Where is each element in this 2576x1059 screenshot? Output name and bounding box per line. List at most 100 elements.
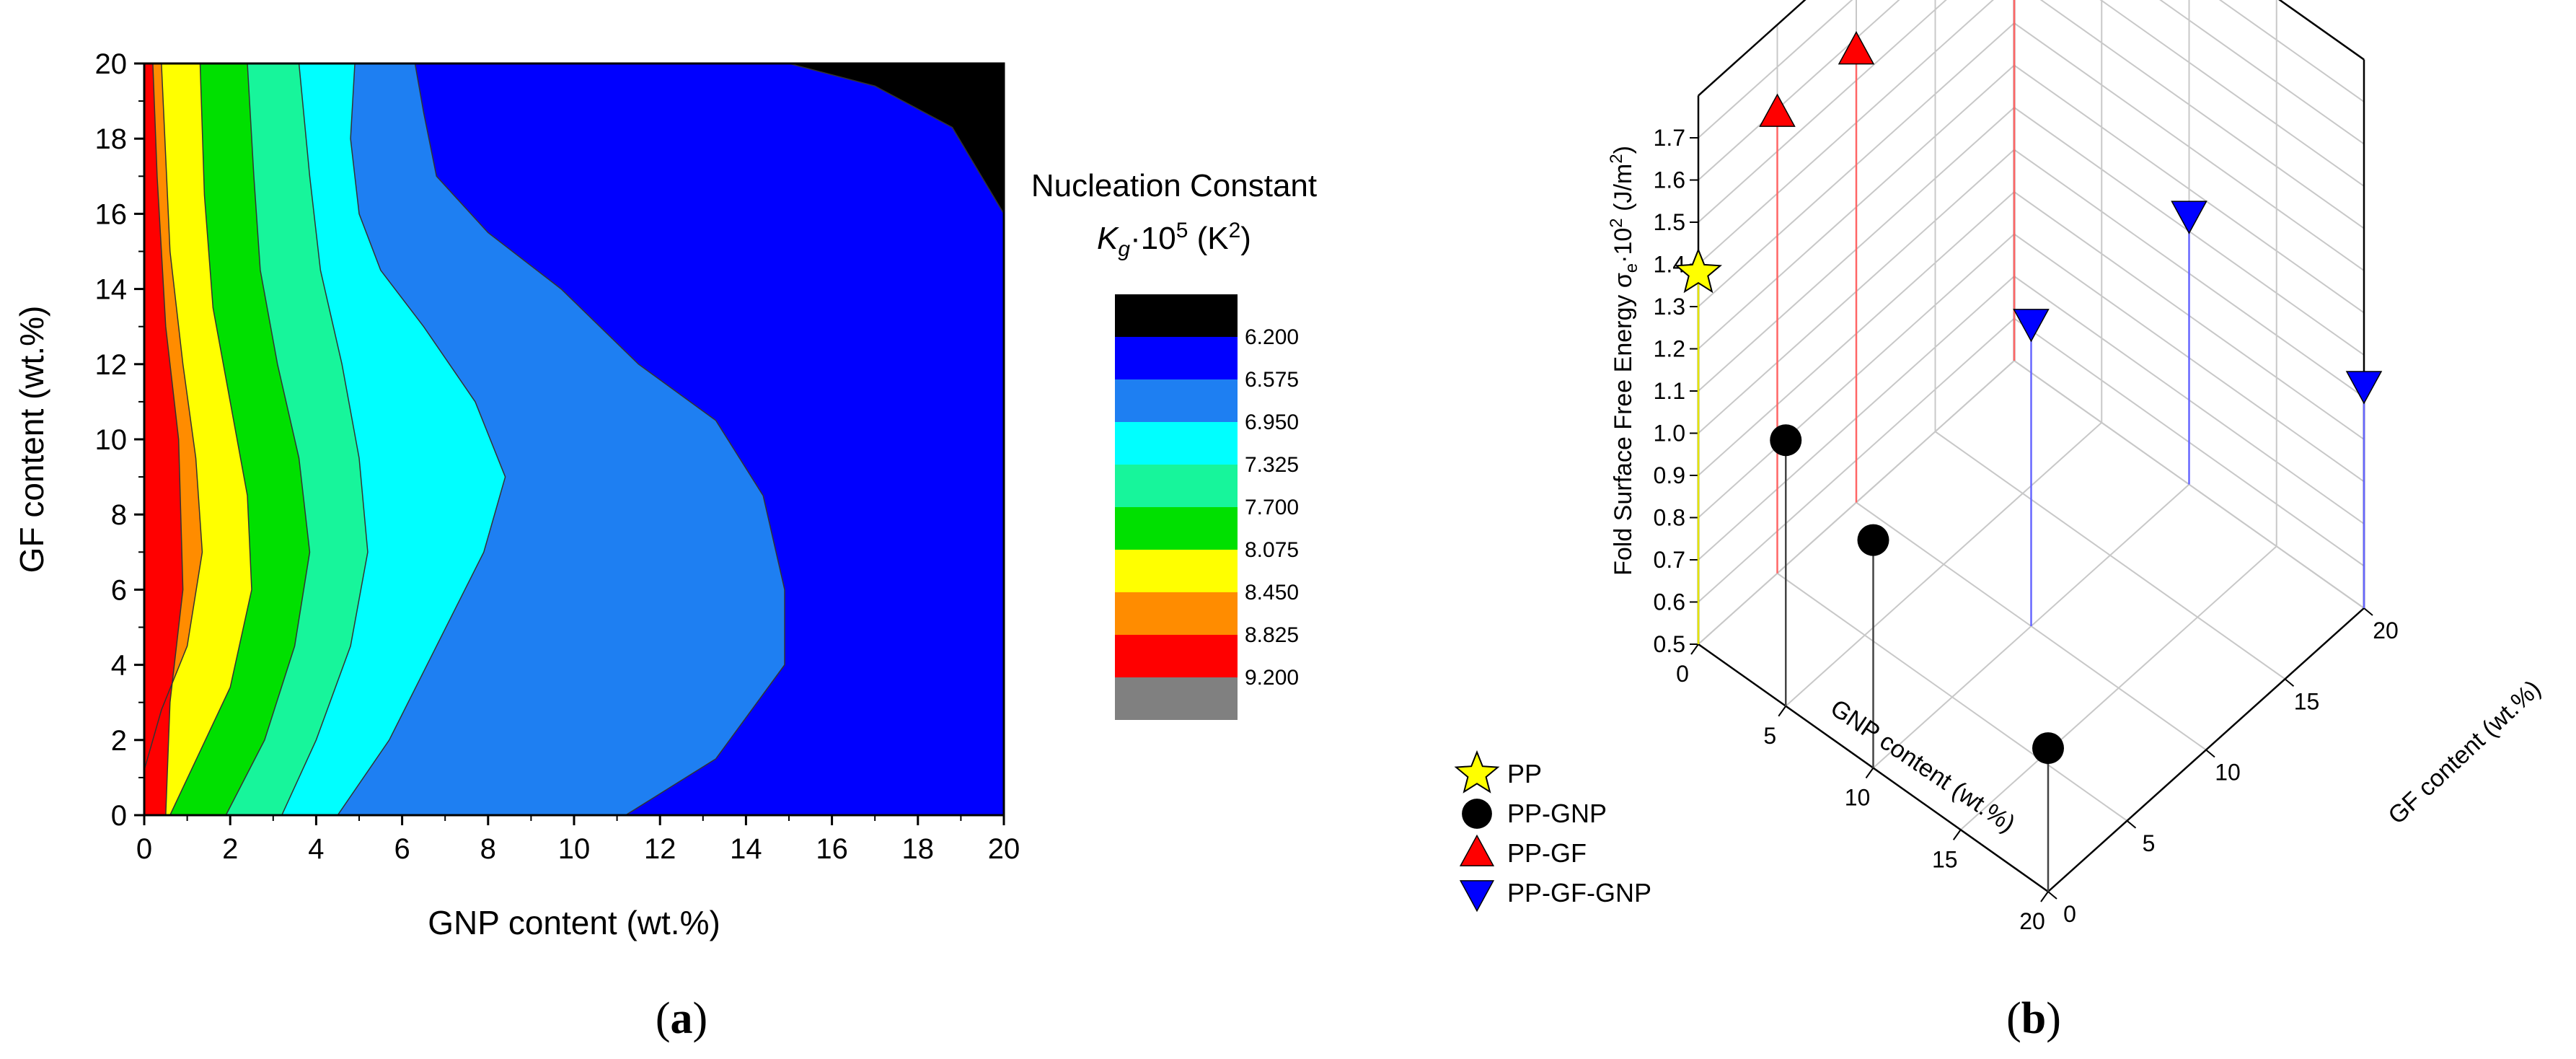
legend-marker <box>1454 750 1500 794</box>
x-tick-label: 10 <box>558 833 591 865</box>
colorbar-swatch <box>1115 337 1238 379</box>
legend-label: PP <box>1507 759 1542 788</box>
contour-line <box>152 63 184 815</box>
gf-tick-label: 15 <box>2294 688 2320 714</box>
z-label-unit-open: (J/m <box>1610 164 1637 219</box>
colorbar-swatch <box>1115 379 1238 422</box>
contour-y-ticks: 0 2 4 6 8 10 12 14 16 18 20 <box>95 48 144 832</box>
colorbar-level-label: 6.200 <box>1245 325 1299 349</box>
floor-grid-line <box>1776 572 2128 822</box>
gf-tick-label: 5 <box>2143 830 2156 856</box>
z-tick-label: 0.9 <box>1654 462 1685 488</box>
y-tick-label: 12 <box>95 349 128 381</box>
pp-marker <box>1675 247 1722 294</box>
colorbar-swatch <box>1115 465 1238 507</box>
z-tick-label: 1.4 <box>1654 252 1685 278</box>
z-tick-label: 1.1 <box>1654 378 1685 404</box>
y-tick-label: 14 <box>95 274 128 306</box>
colorbar-level-label: 7.325 <box>1245 453 1299 477</box>
scatter3d-drop-lines <box>1697 0 2365 892</box>
z-tick-label: 1.2 <box>1654 336 1685 362</box>
scatter3d-gnp-axis-label: GNP content (wt.%) <box>1825 694 2020 838</box>
scatter3d-panel: 0.5 0.6 0.7 0.8 0.9 1.0 1.1 1.2 1.3 1.4 1.5 1.6 1.7 0… <box>1454 0 2546 1043</box>
contour-region <box>144 63 183 815</box>
contour-line <box>225 63 311 815</box>
x-tick-label: 14 <box>730 833 762 865</box>
y-tick-label: 6 <box>111 574 127 606</box>
z-label-sub: e <box>1622 263 1641 273</box>
colorbar-title-mid: ·10 <box>1130 221 1176 256</box>
gf-tick-label: 20 <box>2373 618 2399 643</box>
z-label-prefix: Fold Surface Free Energy σ <box>1610 273 1637 576</box>
floor-grid-line <box>1934 431 2286 680</box>
colorbar-level-label: 7.700 <box>1245 496 1299 519</box>
gnp-tick-mark <box>1690 643 1699 655</box>
contour-fill <box>144 63 1004 815</box>
colorbar-swatch <box>1115 294 1238 337</box>
wall-grid-line <box>1698 0 1853 139</box>
gf-tick-label: 0 <box>2063 901 2076 927</box>
z-tick-label: 0.6 <box>1654 589 1685 615</box>
z-tick-label: 0.7 <box>1654 547 1685 573</box>
z-label-unit-sup: 2 <box>1607 154 1626 163</box>
x-tick-label: 4 <box>308 833 324 865</box>
pp-gnp-marker <box>2032 732 2064 765</box>
scatter3d-points <box>1675 31 2383 765</box>
y-tick-label: 16 <box>95 198 128 230</box>
colorbar-level-label: 8.450 <box>1245 581 1299 605</box>
gnp-tick-label: 5 <box>1763 723 1776 749</box>
gnp-tick-mark <box>1952 829 1962 840</box>
y-tick-label: 10 <box>95 424 128 456</box>
x-tick-label: 12 <box>644 833 676 865</box>
colorbar-swatch <box>1115 635 1238 677</box>
pp-gf-gnp-marker <box>2013 309 2050 343</box>
colorbar-swatch <box>1115 550 1238 592</box>
colorbar-level-label: 6.575 <box>1245 368 1299 392</box>
contour-line <box>144 63 203 770</box>
z-tick-label: 1.5 <box>1654 209 1685 235</box>
colorbar-level-label: 8.825 <box>1245 623 1299 647</box>
colorbar-swatch <box>1115 507 1238 550</box>
pp-gf-gnp-marker <box>2345 371 2383 405</box>
colorbar-swatch <box>1115 422 1238 465</box>
colorbar: Nucleation Constant Kg·105 (K2) 6.200 6.5… <box>1031 168 1317 720</box>
contour-line <box>788 63 1004 214</box>
box-edge <box>1698 0 1807 97</box>
colorbar-title-line2: Kg·105 (K2) <box>1097 219 1251 261</box>
gnp-tick-mark <box>1865 767 1874 779</box>
box-edge <box>2278 0 2365 61</box>
pp-gnp-marker <box>1857 524 1889 556</box>
colorbar-labels: 6.200 6.575 6.950 7.325 7.700 8.075 8.450 8.825… <box>1245 325 1299 690</box>
y-tick-label: 0 <box>111 800 127 832</box>
contour-line <box>337 63 506 815</box>
legend-label: PP-GF-GNP <box>1507 878 1651 908</box>
colorbar-swatch <box>1115 677 1238 720</box>
colorbar-title-unit-open: (K <box>1188 221 1228 256</box>
z-tick-label: 1.3 <box>1654 294 1685 320</box>
z-label-mid: ·10 <box>1610 228 1637 263</box>
legend-label: PP-GF <box>1507 838 1587 868</box>
colorbar-title-unit-sup: 2 <box>1229 219 1241 242</box>
gnp-tick-label: 20 <box>2019 908 2045 934</box>
colorbar-level-label: 9.200 <box>1245 666 1299 690</box>
pp-gf-marker <box>1838 31 1875 65</box>
y-tick-label: 4 <box>111 650 127 682</box>
x-tick-label: 2 <box>222 833 238 865</box>
contour-line <box>281 63 369 815</box>
gf-tick-mark <box>2126 819 2137 829</box>
z-tick-label: 0.5 <box>1654 631 1685 657</box>
gf-tick-mark <box>2047 891 2057 900</box>
x-tick-label: 0 <box>136 833 152 865</box>
panel-a-label: (a) <box>656 994 707 1043</box>
gnp-tick-label: 15 <box>1932 846 1958 872</box>
scatter3d-ticks: 0.5 0.6 0.7 0.8 0.9 1.0 1.1 1.2 1.3 1.4 1.5 1.6 1.7 0… <box>1654 125 2399 934</box>
wall-grid-line <box>2218 0 2365 102</box>
z-tick-label: 0.8 <box>1654 505 1685 531</box>
gf-tick-mark <box>2205 749 2215 758</box>
legend-label: PP-GNP <box>1507 799 1607 828</box>
colorbar-swatches <box>1115 294 1238 720</box>
legend-marker <box>1459 834 1495 866</box>
contour-line <box>414 63 785 815</box>
colorbar-title-unit-close: ) <box>1240 221 1251 256</box>
contour-panel: 0 2 4 6 8 10 12 14 16 18 20 0 2 4 6 8 10 12 14 16 18 20 GNP … <box>13 48 1317 1043</box>
